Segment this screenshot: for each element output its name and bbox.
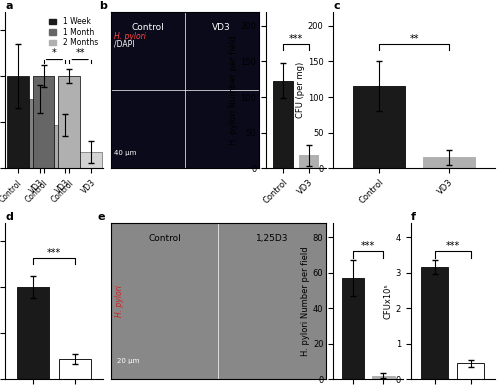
Text: ***: *** — [47, 248, 61, 258]
Text: ***: *** — [446, 241, 460, 251]
Text: H. pylori: H. pylori — [114, 32, 146, 41]
Bar — [422, 267, 448, 379]
Bar — [354, 86, 406, 168]
Bar — [28, 99, 50, 168]
Y-axis label: H. pylori Number per field: H. pylori Number per field — [229, 35, 238, 145]
Text: e: e — [98, 212, 106, 222]
Bar — [54, 125, 76, 168]
Text: d: d — [5, 212, 13, 222]
Text: b: b — [99, 1, 107, 11]
Text: 1,25D3: 1,25D3 — [256, 234, 288, 243]
Bar — [7, 76, 28, 168]
Text: f: f — [411, 212, 416, 222]
Bar — [58, 76, 80, 168]
Text: Control: Control — [148, 234, 181, 243]
Text: **: ** — [76, 48, 85, 58]
Bar — [423, 158, 475, 168]
Y-axis label: CFU (per mg): CFU (per mg) — [296, 62, 305, 118]
Text: VD3: VD3 — [212, 23, 231, 32]
Text: /DAPI: /DAPI — [114, 40, 134, 49]
Text: 40 µm: 40 µm — [114, 150, 136, 156]
Text: c: c — [333, 1, 340, 11]
Y-axis label: H. pylori Number per field: H. pylori Number per field — [301, 246, 310, 356]
Text: Control: Control — [132, 23, 164, 32]
Text: H. pylori: H. pylori — [115, 285, 124, 317]
Text: *: * — [52, 48, 57, 58]
Bar — [299, 155, 318, 168]
Y-axis label: CFUx10⁵: CFUx10⁵ — [384, 283, 393, 319]
Legend: 1 Week, 1 Month, 2 Months: 1 Week, 1 Month, 2 Months — [48, 16, 100, 48]
Text: 20 µm: 20 µm — [117, 358, 140, 364]
Text: a: a — [5, 1, 12, 11]
Bar — [372, 376, 394, 379]
Bar — [342, 278, 364, 379]
Text: ***: *** — [288, 34, 303, 44]
Text: **: ** — [410, 34, 419, 44]
Bar — [458, 363, 484, 379]
Bar — [18, 287, 49, 379]
Bar — [274, 81, 292, 168]
Bar — [80, 152, 102, 168]
Text: ***: *** — [361, 241, 376, 251]
Bar — [60, 359, 91, 379]
Bar — [33, 76, 54, 168]
